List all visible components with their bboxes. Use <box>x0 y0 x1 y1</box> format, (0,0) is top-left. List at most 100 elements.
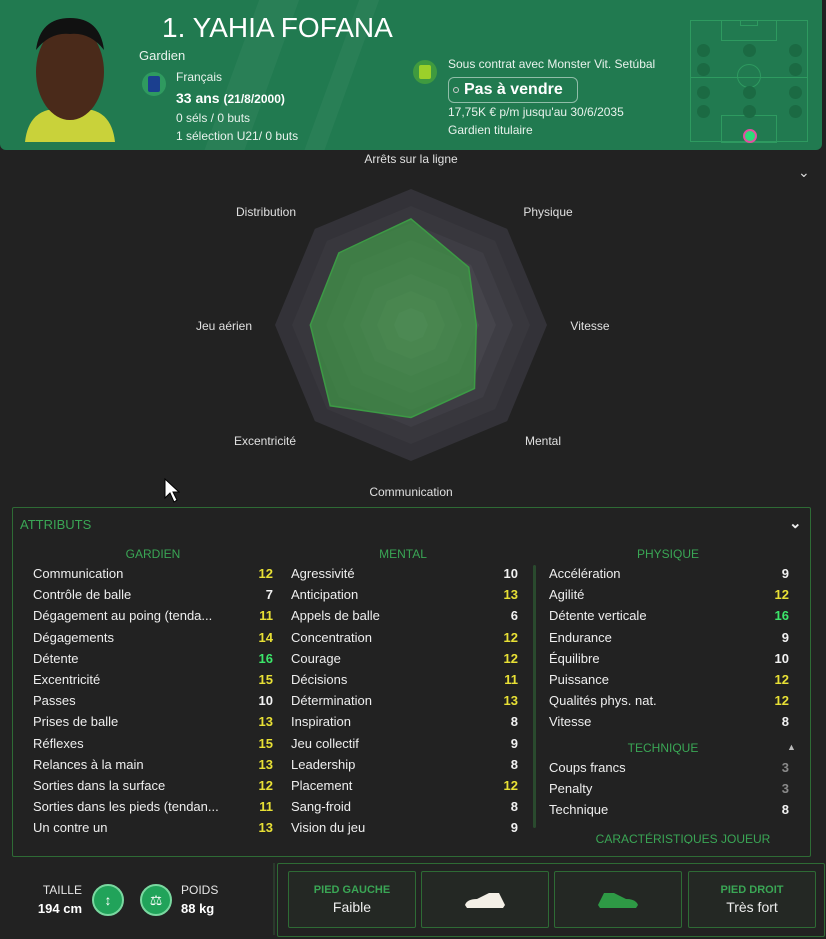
attribute-label: Coups francs <box>549 760 626 775</box>
right-foot-card: PIED DROIT Très fort <box>688 871 816 928</box>
attribute-value: 11 <box>504 672 518 687</box>
attributes-panel: ATTRIBUTS ⌄ GARDIEN MENTAL PHYSIQUE TECH… <box>12 507 811 857</box>
attribute-row[interactable]: Décisions 11 <box>291 669 518 690</box>
attribute-label: Sang-froid <box>291 799 351 815</box>
attribute-row[interactable]: Jeu collectif 9 <box>291 733 518 754</box>
attribute-label: Dégagement au poing (tenda... <box>33 608 213 624</box>
left-foot-card: PIED GAUCHE Faible <box>288 871 416 928</box>
attribute-row[interactable]: Dégagements 14 <box>33 627 273 648</box>
mental-header: MENTAL <box>379 547 427 561</box>
collapse-technique-arrow-icon[interactable]: ▲ <box>787 742 796 752</box>
attribute-label: Décisions <box>291 672 348 687</box>
weight-value: 88 kg <box>181 901 215 916</box>
attribute-row[interactable]: Coups francs 3 <box>549 757 789 778</box>
attribute-label: Vitesse <box>549 714 592 730</box>
france-flag-icon <box>142 72 166 96</box>
attribute-row[interactable]: Sorties dans les pieds (tendan... 11 <box>33 796 273 817</box>
transfer-status-pill[interactable]: Pas à vendre <box>448 77 578 103</box>
club-logo-icon[interactable] <box>413 60 437 84</box>
attribute-row[interactable]: Courage 12 <box>291 648 518 669</box>
attribute-row[interactable]: Penalty 3 <box>549 778 789 799</box>
attribute-row[interactable]: Détente 16 <box>33 648 273 669</box>
attribute-row[interactable]: Réflexes 15 <box>33 733 273 754</box>
attribute-row[interactable]: Un contre un 13 <box>33 817 273 838</box>
attribute-row[interactable]: Prises de balle 13 <box>33 711 273 732</box>
attribute-value: 9 <box>781 629 789 645</box>
left-boot-card <box>421 871 549 928</box>
attribute-row[interactable]: Technique 8 <box>549 799 789 820</box>
wage-info: 17,75K € p/m jusqu'au 30/6/2035 <box>448 105 624 119</box>
radar-axis-label: Jeu aérien <box>195 319 253 333</box>
attribute-label: Placement <box>291 778 353 793</box>
attribute-value: 3 <box>781 781 789 797</box>
attribute-row[interactable]: Détermination 13 <box>291 690 518 711</box>
player-header: 1. YAHIA FOFANA Gardien Français 33 ans … <box>0 0 822 150</box>
attribute-label: Détente verticale <box>549 608 647 624</box>
attribute-value: 11 <box>259 799 273 815</box>
radar-axis-label: Vitesse <box>570 319 610 333</box>
radar-axis-label: Arrêts sur la ligne <box>364 152 458 166</box>
attribute-label: Dégagements <box>33 629 114 645</box>
attribute-value: 9 <box>781 566 789 581</box>
attribute-value: 12 <box>503 629 518 645</box>
position-pitch <box>690 20 808 143</box>
attribute-value: 8 <box>510 756 518 772</box>
attribute-label: Détermination <box>291 693 372 709</box>
attribute-row[interactable]: Communication 12 <box>33 563 273 584</box>
attribute-label: Endurance <box>549 629 612 645</box>
attribute-row[interactable]: Sorties dans la surface 12 <box>33 775 273 796</box>
attribute-row[interactable]: Dégagement au poing (tenda... 11 <box>33 605 273 626</box>
attribute-label: Technique <box>549 802 609 818</box>
attribute-value: 12 <box>774 693 789 709</box>
attribute-row[interactable]: Concentration 12 <box>291 627 518 648</box>
attribute-row[interactable]: Qualités phys. nat. 12 <box>549 690 789 711</box>
attributes-collapse-chevron-icon[interactable]: ⌄ <box>789 515 802 532</box>
attribute-row[interactable]: Inspiration 8 <box>291 711 518 732</box>
white-boot-icon <box>465 892 505 908</box>
attribute-row[interactable]: Vitesse 8 <box>549 711 789 732</box>
attribute-label: Équilibre <box>549 650 600 666</box>
attribute-row[interactable]: Excentricité 15 <box>33 669 273 690</box>
attribute-row[interactable]: Relances à la main 13 <box>33 754 273 775</box>
attribute-row[interactable]: Anticipation 13 <box>291 584 518 605</box>
attribute-row[interactable]: Passes 10 <box>33 690 273 711</box>
attribute-value: 12 <box>503 778 518 793</box>
attribute-label: Excentricité <box>33 672 101 687</box>
attribute-row[interactable]: Vision du jeu 9 <box>291 817 518 838</box>
attribute-row[interactable]: Contrôle de balle 7 <box>33 584 273 605</box>
attribute-row[interactable]: Sang-froid 8 <box>291 796 518 817</box>
right-foot-value: Très fort <box>726 899 778 915</box>
attribute-row[interactable]: Endurance 9 <box>549 627 789 648</box>
attribute-row[interactable]: Puissance 12 <box>549 669 789 690</box>
attribute-label: Sorties dans les pieds (tendan... <box>33 799 219 815</box>
attribute-row[interactable]: Détente verticale 16 <box>549 605 789 626</box>
attribute-row[interactable]: Placement 12 <box>291 775 518 796</box>
attribute-label: Courage <box>291 650 341 666</box>
scrollbar[interactable] <box>533 565 536 828</box>
attribute-row[interactable]: Agressivité 10 <box>291 563 518 584</box>
radar-axis-label: Communication <box>369 485 453 499</box>
attribute-value: 12 <box>774 672 789 687</box>
attribute-label: Concentration <box>291 629 372 645</box>
attribute-label: Jeu collectif <box>291 735 359 751</box>
player-position-marker <box>743 129 757 143</box>
radar-collapse-chevron-icon[interactable]: ⌄ <box>798 164 810 180</box>
attribute-label: Prises de balle <box>33 714 119 730</box>
attribute-radar <box>275 189 547 461</box>
weight-icon: ⚖ <box>140 884 172 916</box>
attribute-value: 13 <box>258 714 273 730</box>
radar-axis-label: Distribution <box>235 205 297 219</box>
technique-header: TECHNIQUE <box>627 741 699 755</box>
attribute-value: 11 <box>259 608 273 624</box>
attribute-row[interactable]: Leadership 8 <box>291 754 518 775</box>
attribute-row[interactable]: Appels de balle 6 <box>291 605 518 626</box>
attribute-row[interactable]: Accélération 9 <box>549 563 789 584</box>
attribute-row[interactable]: Agilité 12 <box>549 584 789 605</box>
squad-role: Gardien titulaire <box>448 123 533 137</box>
contract-info[interactable]: Sous contrat avec Monster Vit. Setúbal <box>448 57 656 71</box>
nationality: Français <box>176 70 223 84</box>
player-position: Gardien <box>139 48 186 63</box>
attribute-value: 10 <box>503 566 518 581</box>
attribute-row[interactable]: Équilibre 10 <box>549 648 789 669</box>
mouse-cursor-icon <box>164 478 180 503</box>
